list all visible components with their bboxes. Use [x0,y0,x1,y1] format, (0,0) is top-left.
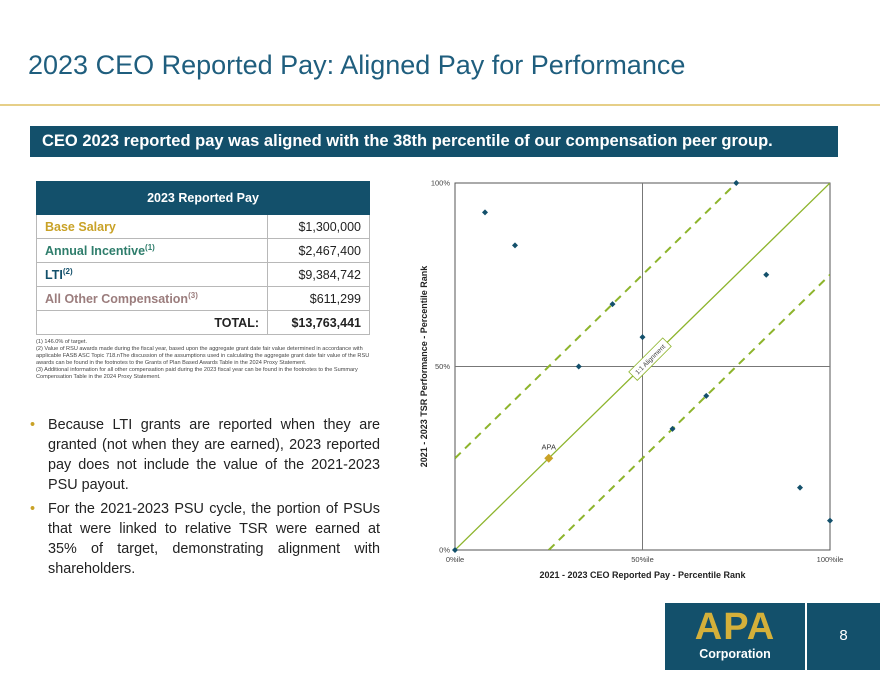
y-tick-label: 50% [435,362,450,371]
y-tick-label: 100% [431,179,451,188]
pay-vs-performance-scatter-chart: 1:1 Alignment APA 0%ile 50%ile 100%ile 0% 50% 1… [419,179,844,581]
pay-row-label: LTI(2) [36,262,268,287]
table-row: Base Salary $1,300,000 [36,214,370,239]
page-number-box: 8 [807,603,880,670]
pay-row-value: $9,384,742 [267,262,370,287]
pay-row-value: $611,299 [267,286,370,311]
bullet-item: For the 2021-2023 PSU cycle, the portion… [30,499,380,579]
x-tick-label: 0%ile [446,555,464,564]
apa-point-label: APA [542,442,556,451]
peer-data-point [512,242,518,249]
footnotes: (1) 146.0% of target. (2) Value of RSU a… [36,339,376,381]
footnote-1: (1) 146.0% of target. [36,339,87,345]
peer-data-point [609,301,616,308]
x-tick-label: 100%ile [817,555,844,564]
table-row: All Other Compensation(3) $611,299 [36,286,370,311]
footnote-3: (3) Additional information for all other… [36,367,358,380]
table-row: LTI(2) $9,384,742 [36,262,370,287]
y-tick-label: 0% [439,546,450,555]
apa-data-point [544,453,554,463]
logo-wordmark: APA [694,606,776,648]
table-row: Annual Incentive(1) $2,467,400 [36,238,370,263]
page-title: 2023 CEO Reported Pay: Aligned Pay for P… [28,50,686,80]
peer-data-point [452,547,458,553]
total-label: TOTAL: [36,310,268,335]
peer-data-point [827,517,833,524]
alignment-label-text: 1:1 Alignment [634,343,667,376]
total-value: $13,763,441 [267,310,370,335]
pay-row-label: All Other Compensation(3) [36,286,268,311]
peer-data-point [482,209,488,216]
key-message-banner: CEO 2023 reported pay was aligned with t… [30,126,838,157]
bullet-item: Because LTI grants are reported when the… [30,415,380,495]
peer-data-point [763,271,770,278]
peer-data-point [639,334,646,341]
alignment-label: 1:1 Alignment [628,337,672,381]
peer-data-point [669,425,676,432]
title-divider [0,104,880,106]
page-number: 8 [839,627,848,644]
peer-data-point [733,180,740,186]
x-tick-label: 50%ile [631,555,654,564]
peer-data-point [703,392,710,399]
y-axis-title: 2021 - 2023 TSR Performance - Percentile… [419,265,429,468]
apa-logo: APA Corporation [665,603,805,670]
lower-band-line [548,274,830,550]
pay-row-value: $2,467,400 [267,238,370,263]
peer-data-point [575,363,582,370]
x-axis-title: 2021 - 2023 CEO Reported Pay - Percentil… [539,570,746,580]
pay-row-label: Annual Incentive(1) [36,238,268,263]
peer-data-point [797,484,803,491]
logo-subtitle: Corporation [699,647,771,661]
total-row: TOTAL: $13,763,441 [36,310,370,335]
alignment-label-box [628,337,672,381]
pay-table-header: 2023 Reported Pay [36,181,370,215]
bullet-list: Because LTI grants are reported when the… [30,415,380,583]
pay-row-value: $1,300,000 [267,214,370,239]
footnote-2: (2) Value of RSU awards made during the … [36,346,370,366]
pay-row-label: Base Salary [36,214,268,239]
upper-band-line [455,183,737,459]
reported-pay-table: 2023 Reported Pay Base Salary $1,300,000… [36,181,370,335]
